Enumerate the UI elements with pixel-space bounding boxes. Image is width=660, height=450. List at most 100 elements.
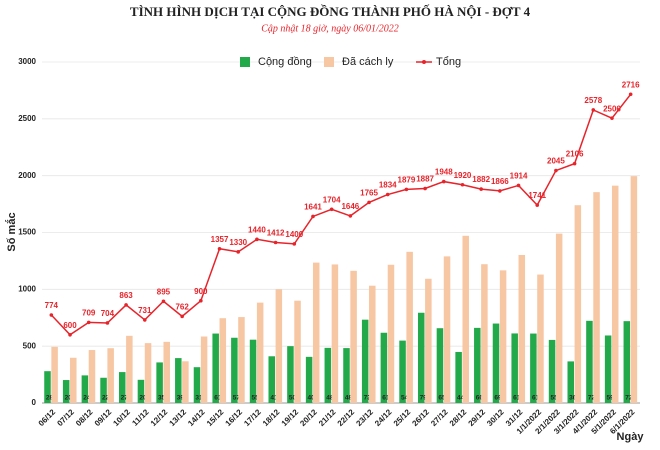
total-marker (311, 214, 315, 219)
bar (455, 351, 462, 403)
total-marker (199, 298, 203, 303)
y-tick-label: 1000 (18, 284, 36, 293)
bar (126, 335, 133, 403)
total-marker (460, 182, 465, 187)
bar (361, 319, 369, 403)
total-label: 1646 (341, 202, 359, 211)
bar (144, 343, 152, 403)
legend-label: Tổng (436, 56, 461, 68)
legend-label: Cộng đồng (258, 56, 312, 68)
bar (387, 264, 395, 403)
bar (312, 262, 320, 403)
y-axis-label: Số mắc (5, 212, 18, 251)
x-tick-label: 22/12 (336, 407, 357, 428)
x-tick-label: 20/12 (298, 407, 319, 428)
x-tick-label: 07/12 (55, 407, 76, 428)
total-label: 774 (45, 301, 59, 310)
bar (548, 339, 556, 403)
total-marker (180, 314, 184, 319)
total-marker (124, 303, 128, 307)
chart-subtitle: Cập nhật 18 giờ, ngày 06/01/2022 (261, 23, 399, 34)
legend-label: Đã cách ly (342, 56, 394, 68)
x-tick-label: 24/12 (373, 407, 394, 428)
legend-swatch (324, 57, 334, 67)
x-tick-label: 12/12 (149, 407, 170, 428)
bar (163, 341, 170, 403)
total-marker (329, 207, 334, 212)
total-marker (591, 108, 596, 112)
x-tick-label: 06/12 (37, 407, 58, 428)
bar (474, 327, 481, 403)
legend-swatch (240, 57, 250, 67)
bar (530, 333, 537, 403)
y-tick-label: 500 (23, 341, 37, 350)
bar (604, 335, 612, 403)
total-label: 2106 (566, 150, 584, 159)
total-label: 600 (63, 321, 77, 330)
x-tick-label: 28/12 (448, 407, 469, 428)
bar (462, 235, 469, 403)
x-tick-label: 09/12 (93, 407, 114, 428)
bar (511, 333, 518, 403)
bar (350, 270, 357, 403)
bar (249, 339, 257, 403)
bar (567, 361, 574, 403)
bar (324, 347, 332, 403)
bar (137, 379, 145, 403)
x-tick-label: 13/12 (168, 407, 189, 428)
total-marker (86, 320, 91, 325)
total-marker (273, 240, 278, 245)
bar (406, 251, 413, 403)
total-label: 1834 (379, 181, 397, 190)
total-marker (385, 192, 390, 197)
bar (81, 375, 89, 403)
bar (555, 233, 563, 403)
bar (62, 380, 70, 403)
y-tick-label: 2500 (18, 114, 36, 123)
total-marker (516, 183, 521, 188)
x-tick-label: 11/12 (130, 407, 151, 428)
total-label: 1765 (360, 188, 378, 197)
bar (70, 357, 77, 403)
total-label: 1882 (472, 175, 490, 184)
bar (443, 256, 451, 403)
total-marker (68, 333, 72, 337)
y-tick-label: 2000 (18, 171, 36, 180)
bar (193, 367, 201, 403)
total-label: 1641 (304, 203, 322, 212)
x-tick-label: 27/12 (429, 407, 450, 428)
bar (156, 362, 163, 403)
total-label: 704 (101, 309, 115, 318)
x-tick-label: 14/12 (186, 407, 207, 428)
total-marker (348, 214, 353, 218)
total-marker (404, 187, 409, 192)
total-marker (498, 189, 502, 193)
total-marker (105, 321, 110, 325)
total-label: 863 (119, 291, 133, 300)
total-label: 1920 (454, 171, 472, 180)
bar (107, 348, 114, 403)
bar (118, 372, 126, 403)
bar (492, 323, 500, 403)
bar (499, 270, 507, 403)
bar (44, 371, 51, 403)
bar (623, 321, 631, 403)
total-label: 1400 (285, 230, 303, 239)
bar (256, 302, 264, 403)
total-marker (217, 246, 222, 251)
bar (436, 328, 444, 403)
y-tick-label: 1500 (18, 228, 36, 237)
total-label: 1357 (211, 235, 229, 244)
bar (182, 361, 189, 403)
total-marker (236, 250, 241, 254)
total-line (50, 93, 632, 336)
bar (238, 317, 245, 403)
x-tick-label: 29/12 (467, 407, 488, 428)
bar (586, 320, 593, 403)
bar (369, 285, 376, 403)
bar (417, 312, 425, 403)
x-tick-label: 25/12 (392, 407, 413, 428)
bar (51, 346, 58, 403)
bar (212, 333, 219, 403)
